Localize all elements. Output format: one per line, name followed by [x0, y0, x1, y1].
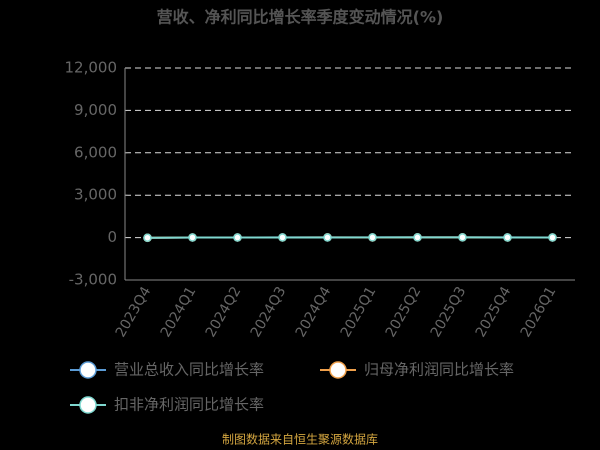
- y-tick-label: 6,000: [74, 143, 117, 161]
- data-point: [188, 233, 197, 242]
- x-tick-label: 2023Q4: [113, 284, 155, 340]
- y-tick-label: 9,000: [74, 101, 117, 119]
- legend-label: 扣非净利润同比增长率: [114, 396, 264, 414]
- data-point: [143, 233, 152, 242]
- legend-label: 营业总收入同比增长率: [114, 361, 264, 379]
- y-tick-label: 0: [107, 228, 117, 246]
- data-point: [413, 233, 422, 242]
- legend-label: 归母净利润同比增长率: [364, 361, 514, 379]
- x-tick-label: 2024Q3: [248, 284, 290, 340]
- x-tick-label: 2024Q1: [158, 284, 200, 340]
- x-tick-label: 2024Q4: [293, 284, 335, 340]
- y-tick-label: 12,000: [65, 59, 118, 77]
- legend-marker: [329, 361, 347, 379]
- y-tick-label: -3,000: [69, 271, 117, 289]
- data-point: [548, 233, 557, 242]
- x-tick-label: 2025Q3: [428, 284, 470, 340]
- x-tick-label: 2026Q1: [518, 284, 560, 340]
- data-point: [233, 233, 242, 242]
- legend-marker: [79, 361, 97, 379]
- y-tick-label: 3,000: [74, 186, 117, 204]
- data-point: [503, 233, 512, 242]
- data-point: [323, 233, 332, 242]
- source-note: 制图数据来自恒生聚源数据库: [222, 432, 378, 447]
- x-tick-label: 2025Q4: [473, 284, 515, 340]
- data-point: [368, 233, 377, 242]
- x-tick-label: 2025Q1: [338, 284, 380, 340]
- x-tick-label: 2024Q2: [203, 284, 245, 340]
- chart-title: 营收、净利同比增长率季度变动情况(%): [157, 8, 444, 27]
- data-point: [458, 233, 467, 242]
- x-tick-label: 2025Q2: [383, 284, 425, 340]
- data-point: [278, 233, 287, 242]
- legend-marker: [79, 396, 97, 414]
